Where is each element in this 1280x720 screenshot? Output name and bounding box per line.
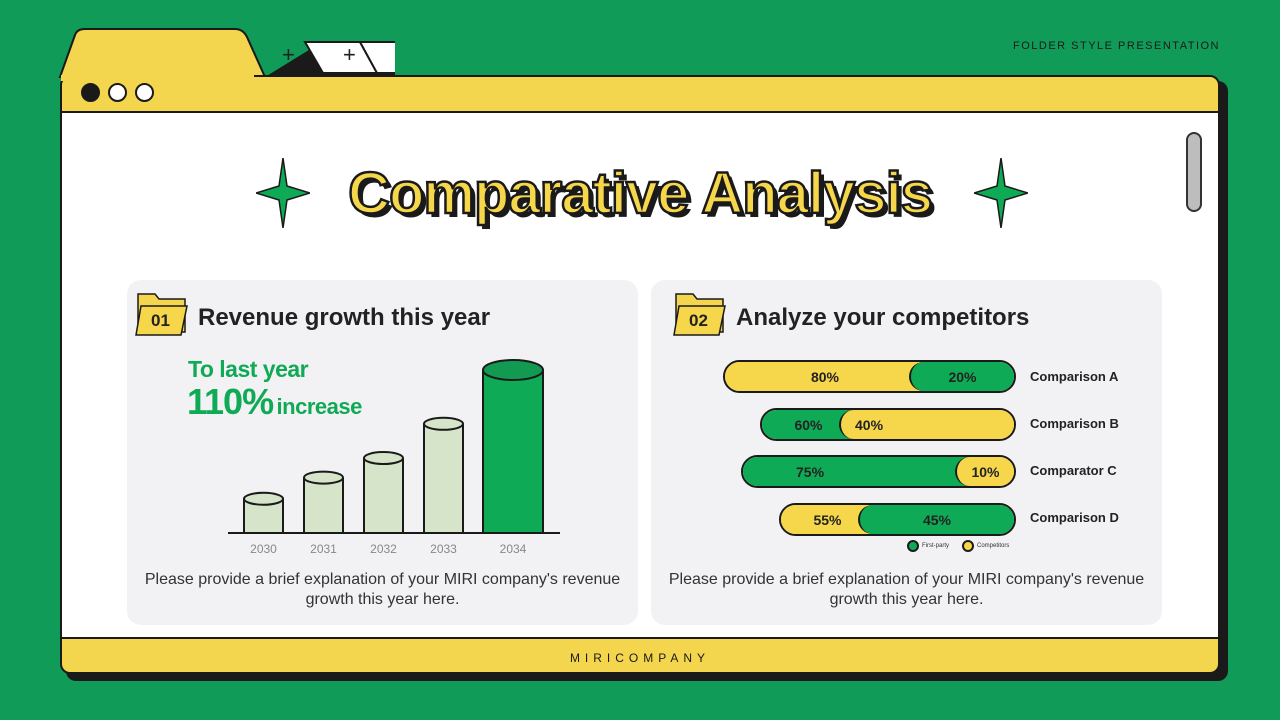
card-number: 01: [151, 311, 170, 330]
bar-segment-competitors: 80%: [725, 362, 925, 391]
folder-tabs: [58, 28, 395, 78]
row-label: Comparison D: [1030, 510, 1119, 525]
cylinder-bar-2033: [423, 423, 464, 534]
cylinder-bar-2032: [363, 458, 404, 534]
folder-icon: [673, 293, 726, 336]
row-label: Comparison A: [1030, 369, 1119, 384]
x-tick-label: 2033: [430, 542, 457, 556]
card-title: Revenue growth this year: [198, 304, 491, 331]
cylinder-cap: [482, 359, 544, 381]
cylinder-cap: [303, 470, 344, 485]
highlight-line: To last year: [188, 356, 309, 382]
close-dot[interactable]: [81, 83, 100, 102]
bar-segment-competitors: 40%: [839, 410, 1014, 439]
cylinder-cap: [423, 416, 464, 431]
comparison-bar-b: 60% 40%: [760, 408, 1016, 441]
minimize-dot[interactable]: [108, 83, 127, 102]
highlight-value-row: 110% increase: [187, 381, 362, 423]
card-description: Please provide a brief explanation of yo…: [144, 571, 621, 608]
plus-icon[interactable]: +: [343, 42, 356, 67]
competitor-card: [651, 280, 1162, 625]
cylinder-bar-2031: [303, 477, 344, 534]
bar-segment-first-party: 45%: [858, 505, 1014, 534]
folder-icon: [135, 293, 188, 336]
highlight-value: 110%: [187, 381, 274, 422]
bar-segment-first-party: 75%: [743, 457, 971, 486]
x-tick-label: 2031: [310, 542, 337, 556]
header-label: FOLDER STYLE PRESENTATION: [1012, 40, 1220, 52]
x-tick-label: 2030: [250, 542, 277, 556]
sparkle-icon: [256, 158, 310, 228]
highlight-suffix: increase: [276, 394, 363, 419]
legend-competitors: Competitors: [962, 540, 1009, 552]
x-tick-label: 2032: [370, 542, 397, 556]
legend-swatch: [907, 540, 919, 552]
plus-icon[interactable]: +: [282, 42, 295, 67]
card-number: 02: [689, 311, 708, 330]
legend-label: First-party: [922, 543, 949, 549]
legend-label: Competitors: [977, 543, 1010, 549]
footer-brand: MIRICOMPANY: [569, 651, 711, 665]
card-description: Please provide a brief explanation of yo…: [668, 571, 1145, 608]
bar-segment-competitors: 10%: [955, 457, 1014, 486]
cylinder-cap: [363, 451, 404, 466]
legend-first-party: First-party: [907, 540, 949, 552]
scrollbar[interactable]: [1186, 132, 1202, 212]
legend-swatch: [962, 540, 974, 552]
comparison-bar-c: 75% 10%: [741, 455, 1016, 488]
page-title: Comparative Analysis: [347, 160, 934, 228]
revenue-chart: 2030 2031 2032 2033 2034: [228, 359, 560, 556]
comparison-bar-d: 55% 45%: [779, 503, 1016, 536]
maximize-dot[interactable]: [135, 83, 154, 102]
row-label: Comparator C: [1030, 463, 1117, 478]
cylinder-bar-2034: [482, 370, 544, 534]
tab-2[interactable]: [358, 41, 395, 74]
bar-segment-first-party: 20%: [909, 362, 1014, 391]
comparison-bar-a: 80% 20%: [723, 360, 1016, 393]
row-label: Comparison B: [1030, 416, 1119, 431]
card-title: Analyze your competitors: [736, 304, 1030, 331]
cylinder-cap: [243, 491, 284, 506]
x-tick-label: 2034: [500, 542, 527, 556]
sparkle-icon: [974, 158, 1028, 228]
